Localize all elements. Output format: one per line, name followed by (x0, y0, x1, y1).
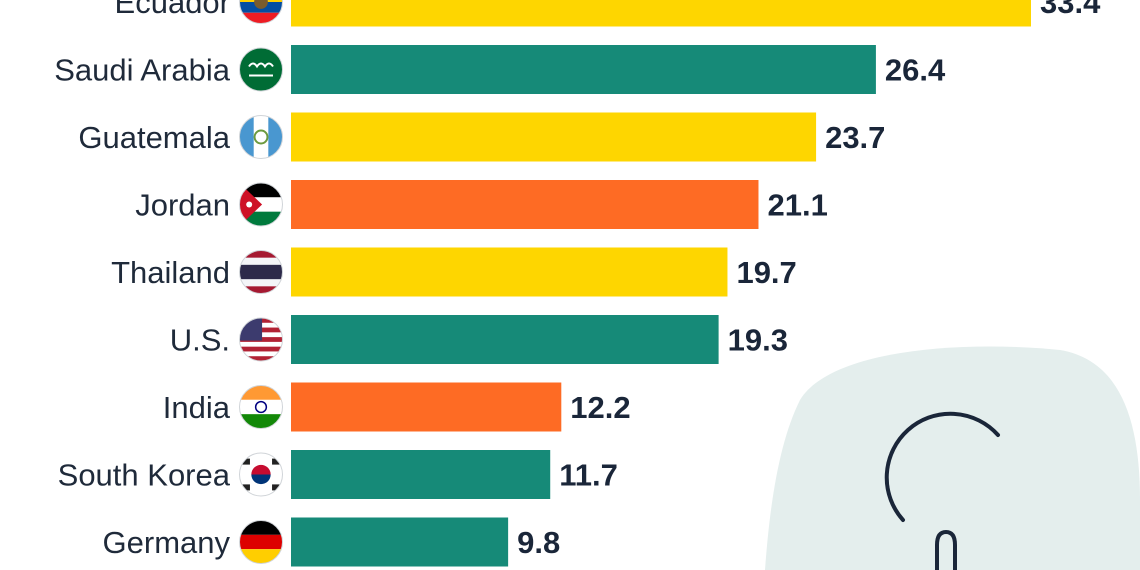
value-label: 19.3 (728, 323, 788, 358)
india-flag-icon (239, 385, 283, 429)
value-label: 19.7 (736, 255, 796, 290)
bar-germany (291, 517, 509, 567)
jordan-flag-icon (239, 183, 283, 226)
category-label: Ecuador (115, 0, 230, 20)
value-label: 12.2 (570, 390, 630, 425)
bar-jordan (291, 180, 759, 229)
category-label: India (163, 390, 231, 425)
south-korea-flag-icon (239, 453, 283, 496)
category-label: Thailand (111, 255, 230, 290)
category-label: Saudi Arabia (54, 53, 231, 88)
value-label: 33.4 (1040, 0, 1101, 20)
category-label: Jordan (135, 188, 230, 223)
bar-south-korea (291, 450, 551, 499)
category-label: U.S. (170, 323, 230, 358)
ecuador-flag-icon (239, 0, 283, 24)
value-label: 21.1 (767, 188, 827, 223)
bar-thailand (291, 247, 728, 297)
bar-u-s (291, 315, 719, 364)
thailand-flag-icon (239, 250, 283, 294)
value-label: 26.4 (885, 53, 946, 88)
background-blob (765, 346, 1140, 570)
bar-guatemala (291, 112, 817, 162)
value-label: 9.8 (517, 525, 560, 560)
category-label: Guatemala (78, 120, 230, 155)
decoration (765, 346, 1140, 570)
saudi-arabia-flag-icon (239, 48, 283, 91)
guatemala-flag-icon (239, 115, 283, 159)
light-bulb-icon (884, 411, 1000, 570)
value-label: 23.7 (825, 120, 885, 155)
bar-india (291, 382, 562, 432)
category-label: South Korea (58, 458, 231, 493)
bar-ecuador (291, 0, 1031, 27)
germany-flag-icon (239, 520, 283, 564)
bar-saudi-arabia (291, 45, 876, 94)
value-label: 11.7 (559, 458, 618, 493)
category-label: Germany (103, 525, 231, 560)
